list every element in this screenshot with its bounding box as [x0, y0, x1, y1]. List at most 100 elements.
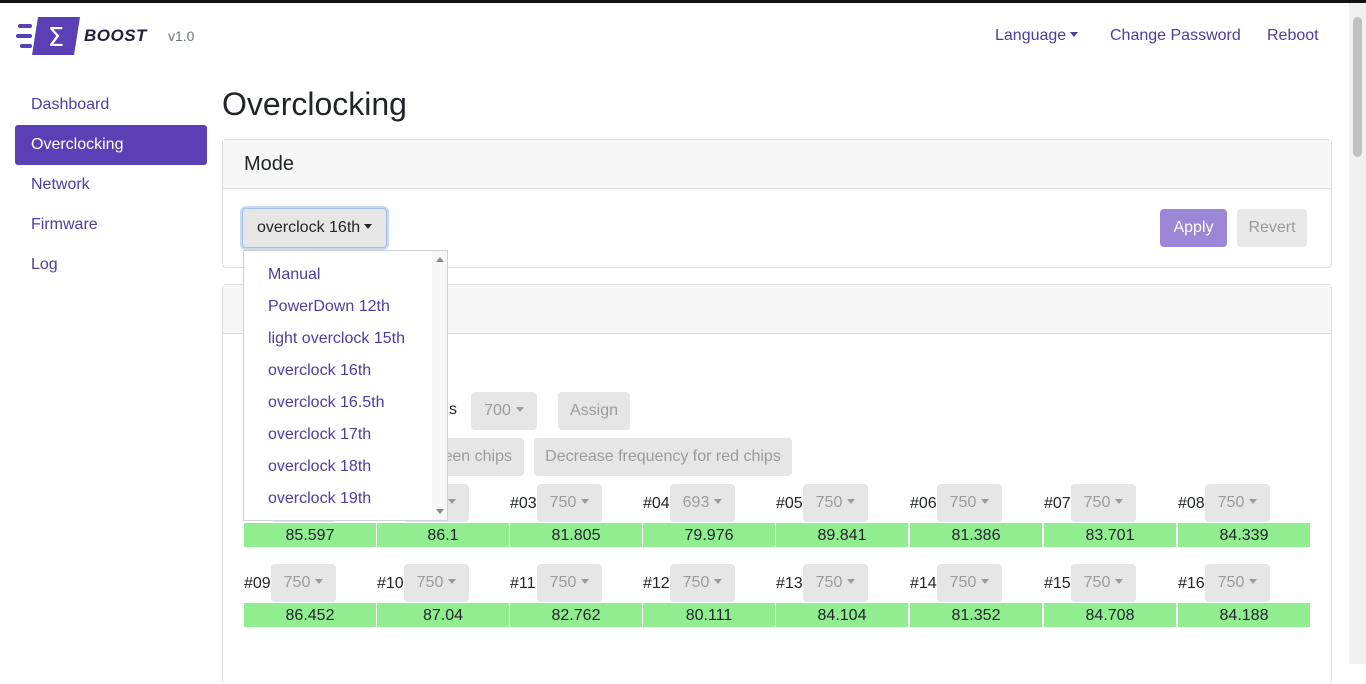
mode-card-header: Mode — [223, 140, 1331, 189]
caret-down-icon — [448, 579, 457, 584]
sidebar-item-firmware[interactable]: Firmware — [31, 216, 98, 233]
sidebar-item-network[interactable]: Network — [31, 176, 90, 193]
chip-frequency-value: 750 — [549, 494, 577, 511]
dropdown-scrollbar[interactable] — [432, 251, 447, 520]
chip-id-label: #09 — [244, 575, 271, 592]
page-scrollbar[interactable] — [1349, 3, 1366, 664]
chip-frequency-select[interactable]: 750 — [1205, 564, 1270, 602]
chip-frequency-select[interactable]: 750 — [537, 484, 602, 522]
mode-option-manual[interactable]: Manual — [268, 266, 321, 283]
chip-frequency-value: 750 — [815, 494, 843, 511]
language-label: Language — [995, 27, 1067, 44]
chip-frequency-value: 750 — [1217, 574, 1245, 591]
chip-id-label: #13 — [776, 575, 803, 592]
chip-temperature-value: 83.701 — [1044, 523, 1176, 547]
caret-down-icon — [515, 407, 524, 412]
chip-frequency-value: 750 — [815, 574, 843, 591]
chip-id-label: #04 — [643, 495, 670, 512]
sidebar-item-dashboard[interactable]: Dashboard — [31, 96, 110, 113]
caret-down-icon — [1249, 579, 1258, 584]
chip-frequency-value: 750 — [682, 574, 710, 591]
chip-temperature-value: 81.386 — [910, 523, 1042, 547]
apply-button[interactable]: Apply — [1160, 209, 1227, 247]
chip-frequency-select[interactable]: 750 — [1071, 484, 1136, 522]
scroll-down-arrow-icon[interactable] — [436, 509, 444, 514]
chip-frequency-select[interactable]: 750 — [537, 564, 602, 602]
caret-down-icon — [981, 499, 990, 504]
caret-down-icon — [847, 579, 856, 584]
mode-option-light-overclock-15th[interactable]: light overclock 15th — [268, 330, 405, 347]
chip-id-label: #07 — [1044, 495, 1071, 512]
chip-id-label: #11 — [510, 575, 536, 592]
chip-id-label: #16 — [1178, 575, 1205, 592]
chip-id-label: #03 — [510, 495, 537, 512]
chip-frequency-select[interactable]: 750 — [1205, 484, 1270, 522]
caret-down-icon — [364, 224, 373, 229]
chip-id-label: #12 — [643, 575, 670, 592]
chip-frequency-select[interactable]: 750 — [803, 564, 868, 602]
boost-logo-icon: Σ — [16, 17, 80, 55]
version-label: v1.0 — [168, 28, 195, 44]
chip-temperature-value: 84.104 — [776, 603, 908, 627]
assign-button[interactable]: Assign — [558, 392, 630, 430]
chip-frequency-value: 750 — [949, 574, 977, 591]
mode-option-powerdown-12th[interactable]: PowerDown 12th — [268, 298, 390, 315]
scrollbar-thumb[interactable] — [1353, 17, 1362, 157]
chip-frequency-select[interactable]: 750 — [271, 564, 336, 602]
mode-dropdown-menu: Manual PowerDown 12th light overclock 15… — [243, 250, 448, 521]
mode-select-button[interactable]: overclock 16th — [242, 208, 388, 248]
chip-id-label: #08 — [1178, 495, 1205, 512]
chip-frequency-value: 750 — [1083, 574, 1111, 591]
chip-temperature-value: 81.805 — [510, 523, 642, 547]
caret-down-icon — [1115, 579, 1124, 584]
sidebar-item-log[interactable]: Log — [31, 256, 58, 273]
mode-option-overclock-16-5th[interactable]: overclock 16.5th — [268, 394, 385, 411]
chip-temperature-value: 89.841 — [776, 523, 908, 547]
chip-frequency-value: 750 — [949, 494, 977, 511]
chip-temperature-value: 84.708 — [1044, 603, 1176, 627]
chip-frequency-select[interactable]: 750 — [803, 484, 868, 522]
svg-text:Σ: Σ — [48, 23, 64, 53]
chip-temperature-value: 79.976 — [643, 523, 775, 547]
scroll-up-arrow-icon[interactable] — [436, 257, 444, 262]
sidebar-item-overclocking[interactable]: Overclocking — [15, 125, 207, 165]
mode-option-overclock-18th[interactable]: overclock 18th — [268, 458, 372, 475]
caret-down-icon — [315, 579, 324, 584]
chip-frequency-value: 750 — [1217, 494, 1245, 511]
chip-id-label: #14 — [910, 575, 937, 592]
chip-temperature-value: 82.762 — [510, 603, 642, 627]
caret-down-icon — [714, 499, 723, 504]
caret-down-icon — [1249, 499, 1258, 504]
chip-temperature-value: 85.597 — [244, 523, 376, 547]
language-dropdown[interactable]: Language — [995, 27, 1079, 45]
decrease-frequency-red-chips-button[interactable]: Decrease frequency for red chips — [534, 438, 792, 476]
chip-frequency-value: 750 — [549, 574, 577, 591]
page-title: Overclocking — [222, 86, 407, 122]
revert-button[interactable]: Revert — [1237, 209, 1307, 247]
chip-frequency-select[interactable]: 693 — [670, 484, 735, 522]
brand-name: BOOST — [84, 26, 147, 45]
chip-temperature-value: 87.04 — [377, 603, 509, 627]
caret-down-icon — [714, 579, 723, 584]
chip-frequency-select[interactable]: 750 — [404, 564, 469, 602]
mode-card: Mode overclock 16th Apply Revert — [222, 139, 1332, 268]
caret-down-icon — [981, 579, 990, 584]
assign-frequency-select[interactable]: 700 — [471, 392, 537, 430]
caret-down-icon — [581, 499, 590, 504]
chip-frequency-select[interactable]: 750 — [670, 564, 735, 602]
mode-option-overclock-16th[interactable]: overclock 16th — [268, 362, 372, 379]
caret-down-icon — [1115, 499, 1124, 504]
mode-option-overclock-17th[interactable]: overclock 17th — [268, 426, 372, 443]
chip-temperature-value: 84.339 — [1178, 523, 1310, 547]
caret-down-icon — [448, 499, 457, 504]
chip-frequency-value: 750 — [416, 574, 444, 591]
chip-frequency-select[interactable]: 750 — [937, 564, 1002, 602]
mode-option-overclock-19th[interactable]: overclock 19th — [268, 490, 372, 507]
chip-frequency-value: 693 — [682, 494, 710, 511]
reboot-link[interactable]: Reboot — [1267, 27, 1319, 44]
chip-id-label: #05 — [776, 495, 803, 512]
chip-frequency-select[interactable]: 750 — [1071, 564, 1136, 602]
mode-selected-label: overclock 16th — [257, 219, 361, 236]
chip-frequency-select[interactable]: 750 — [937, 484, 1002, 522]
change-password-link[interactable]: Change Password — [1110, 27, 1241, 44]
